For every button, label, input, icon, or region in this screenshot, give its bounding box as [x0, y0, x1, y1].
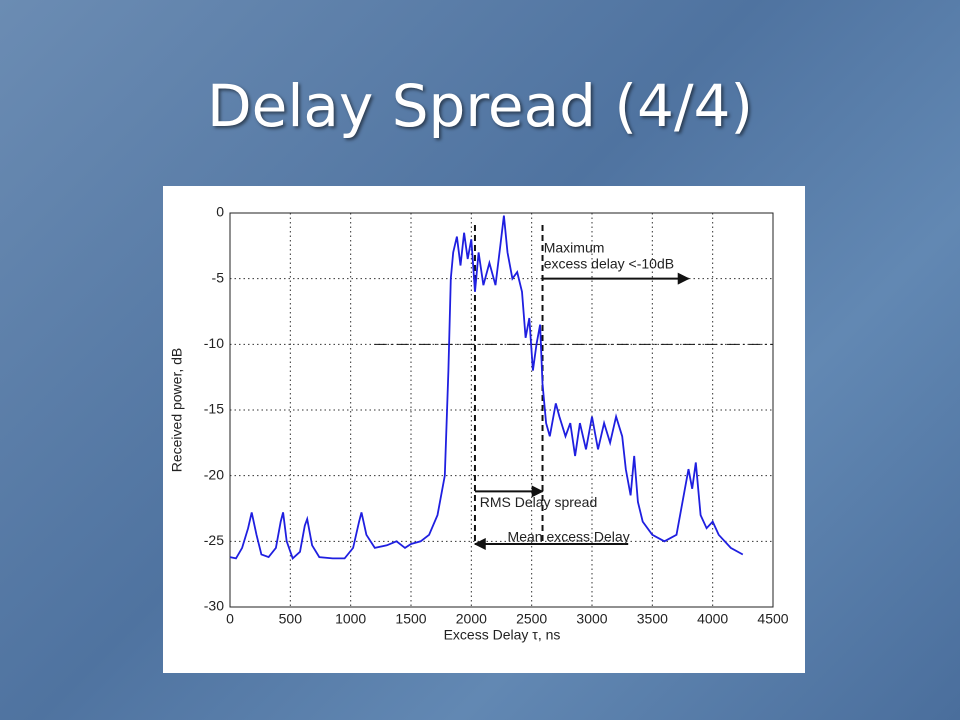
x-tick-label: 4000 — [697, 611, 728, 627]
y-tick-label: -5 — [212, 269, 225, 285]
x-tick-label: 4500 — [757, 611, 788, 627]
y-tick-label: -30 — [204, 598, 224, 614]
annotation-text: excess delay <-10dB — [544, 255, 674, 271]
y-tick-label: -25 — [204, 532, 224, 548]
x-tick-label: 3500 — [637, 611, 668, 627]
annotation-text: RMS Delay spread — [480, 494, 598, 510]
x-tick-label: 2000 — [456, 611, 487, 627]
x-tick-label: 3000 — [576, 611, 607, 627]
y-axis-label: Received power, dB — [169, 348, 185, 473]
y-tick-label: -15 — [204, 401, 224, 417]
x-tick-label: 500 — [279, 611, 303, 627]
y-tick-label: -20 — [204, 466, 224, 482]
x-tick-label: 1000 — [335, 611, 366, 627]
x-axis-label: Excess Delay τ, ns — [444, 627, 561, 643]
chart: Received power, dB Excess Delay τ, ns 0 5… — [163, 186, 805, 673]
plot-frame — [229, 212, 774, 608]
x-tick-label: 1500 — [395, 611, 426, 627]
y-tick-label: 0 — [216, 204, 224, 220]
annotation-text: Maximum — [544, 239, 605, 255]
chart-panel: Received power, dB Excess Delay τ, ns 0 5… — [163, 186, 805, 677]
x-tick-label: 0 — [226, 611, 234, 627]
y-tick-label: -10 — [204, 335, 224, 351]
slide-title: Delay Spread (4/4) — [206, 72, 754, 140]
chart-background — [163, 186, 805, 673]
x-tick-label: 2500 — [516, 611, 547, 627]
annotation-text: Mean excess Delay — [508, 529, 630, 545]
data-line — [229, 215, 744, 560]
